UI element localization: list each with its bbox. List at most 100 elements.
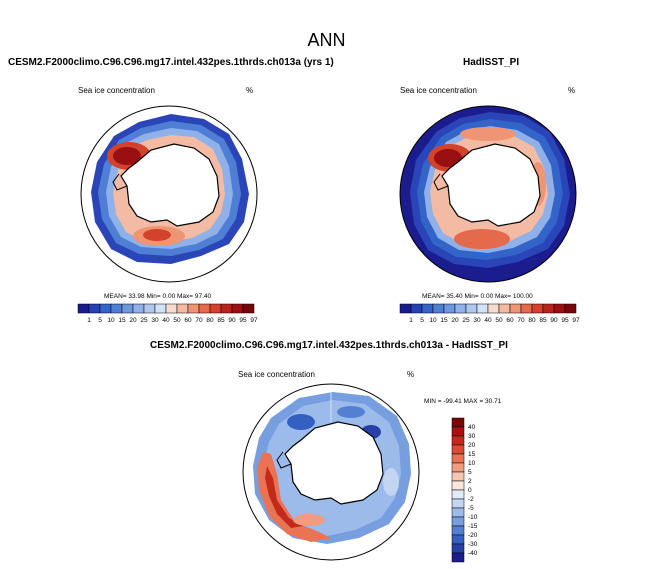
model-colorbar-box [77,303,90,314]
obs-colorbar-label: 60 [506,317,514,324]
diff-colorbar-label: 2 [468,478,472,485]
obs-colorbar-label: 20 [451,317,459,324]
obs-colorbar-box [399,303,412,314]
diff-colorbar-label: 30 [468,433,476,440]
diff-stats: MIN = -99.41 MAX = 30.71 [424,398,502,405]
figure-title: ANN [307,30,346,50]
model-colorbar-box [143,303,156,314]
diff-colorbar-box [451,453,465,464]
obs-variable-label: Sea ice concentration [400,86,477,95]
model-colorbar-label: 30 [151,317,159,324]
obs-colorbar-label: 40 [484,317,492,324]
obs-colorbar-box [542,303,555,314]
model-colorbar-box [187,303,200,314]
obs-colorbar-box [564,303,577,314]
diff-colorbar-box [451,462,465,473]
diff-colorbar-box [451,525,465,536]
diff-colorbar-box [451,498,465,509]
model-colorbar-label: 5 [98,317,102,324]
model-colorbar-label: 97 [250,317,258,324]
diff-colorbar-label: 0 [468,487,472,494]
obs-colorbar-label: 90 [550,317,558,324]
diff-colorbar-box [451,489,465,500]
obs-colorbar-label: 85 [539,317,547,324]
model-colorbar-label: 50 [173,317,181,324]
model-stats: MEAN= 33.98 Min= 0.00 Max= 97.40 [104,293,212,300]
model-panel-title: CESM2.F2000climo.C96.C96.mg17.intel.432p… [8,57,334,68]
diff-colorbar-box [451,543,465,554]
diff-colorbar-box [451,417,465,428]
diff-panel-title: CESM2.F2000climo.C96.C96.mg17.intel.432p… [150,340,508,351]
diff-colorbar-label: -20 [468,532,478,539]
diff-colorbar-box [451,480,465,491]
obs-colorbar-label: 15 [440,317,448,324]
diff-colorbar-box [451,534,465,545]
obs-colorbar-label: 97 [572,317,580,324]
diff-variable-label: Sea ice concentration [238,370,315,379]
obs-colorbar-label: 25 [462,317,470,324]
model-colorbar-box [209,303,222,314]
model-colorbar-box [198,303,211,314]
model-colorbar-label: 85 [217,317,225,324]
model-colorbar-box [176,303,189,314]
obs-colorbar-label: 80 [528,317,536,324]
model-colorbar-box [165,303,178,314]
model-colorbar-box [110,303,123,314]
obs-colorbar-box [531,303,544,314]
model-colorbar-box [220,303,233,314]
model-variable-label: Sea ice concentration [78,86,155,95]
model-colorbar-label: 20 [129,317,137,324]
diff-colorbar-box [451,507,465,518]
obs-colorbar-box [520,303,533,314]
diff-colorbar-label: 15 [468,451,476,458]
model-colorbar-box [88,303,101,314]
model-colorbar-label: 1 [87,317,91,324]
diff-colorbar-label: -40 [468,550,478,557]
obs-colorbar-label: 95 [561,317,569,324]
obs-colorbar-box [432,303,445,314]
obs-panel-title: HadISST_PI [463,57,520,68]
model-colorbar-box [231,303,244,314]
obs-colorbar-label: 5 [420,317,424,324]
model-colorbar-box [132,303,145,314]
diff-colorbar-label: -15 [468,523,478,530]
obs-colorbar-label: 70 [517,317,525,324]
diff-units-label: % [407,370,415,379]
obs-colorbar-box [443,303,456,314]
diff-colorbar-box [451,516,465,527]
diff-colorbar-box [451,552,465,563]
obs-colorbar-box [454,303,467,314]
model-colorbar-label: 70 [195,317,203,324]
model-colorbar-label: 95 [239,317,247,324]
obs-sea-ice-map [399,105,577,283]
obs-colorbar-label: 1 [409,317,413,324]
obs-colorbar-label: 50 [495,317,503,324]
model-colorbar-box [242,303,255,314]
obs-colorbar-label: 30 [473,317,481,324]
obs-colorbar-box [553,303,566,314]
model-colorbar-box [154,303,167,314]
model-colorbar-box [99,303,112,314]
diff-colorbar-label: -30 [468,541,478,548]
diff-colorbar-label: 40 [468,424,476,431]
obs-colorbar-box [509,303,522,314]
model-colorbar-label: 90 [228,317,236,324]
obs-colorbar: 1 5 10 15 20 25 30 40 50 60 70 80 85 90 95 97 [399,303,580,324]
obs-colorbar-box [421,303,434,314]
diff-colorbar-label: 10 [468,460,476,467]
obs-stats: MEAN= 35.40 Min= 0.00 Max= 100.00 [422,293,533,300]
diff-colorbar-box [451,471,465,482]
diff-colorbar-label: 20 [468,442,476,449]
obs-colorbar-box [465,303,478,314]
obs-colorbar-box [498,303,511,314]
diff-colorbar-label: -10 [468,514,478,521]
model-colorbar-label: 25 [140,317,148,324]
obs-colorbar-label: 10 [429,317,437,324]
diff-colorbar-label: -5 [468,505,474,512]
model-colorbar: 1 5 10 15 20 25 30 40 50 60 70 80 85 90 95 97 [77,303,258,324]
model-units-label: % [246,86,254,95]
obs-units-label: % [568,86,576,95]
diff-sea-ice-map [242,383,420,561]
model-colorbar-label: 60 [184,317,192,324]
